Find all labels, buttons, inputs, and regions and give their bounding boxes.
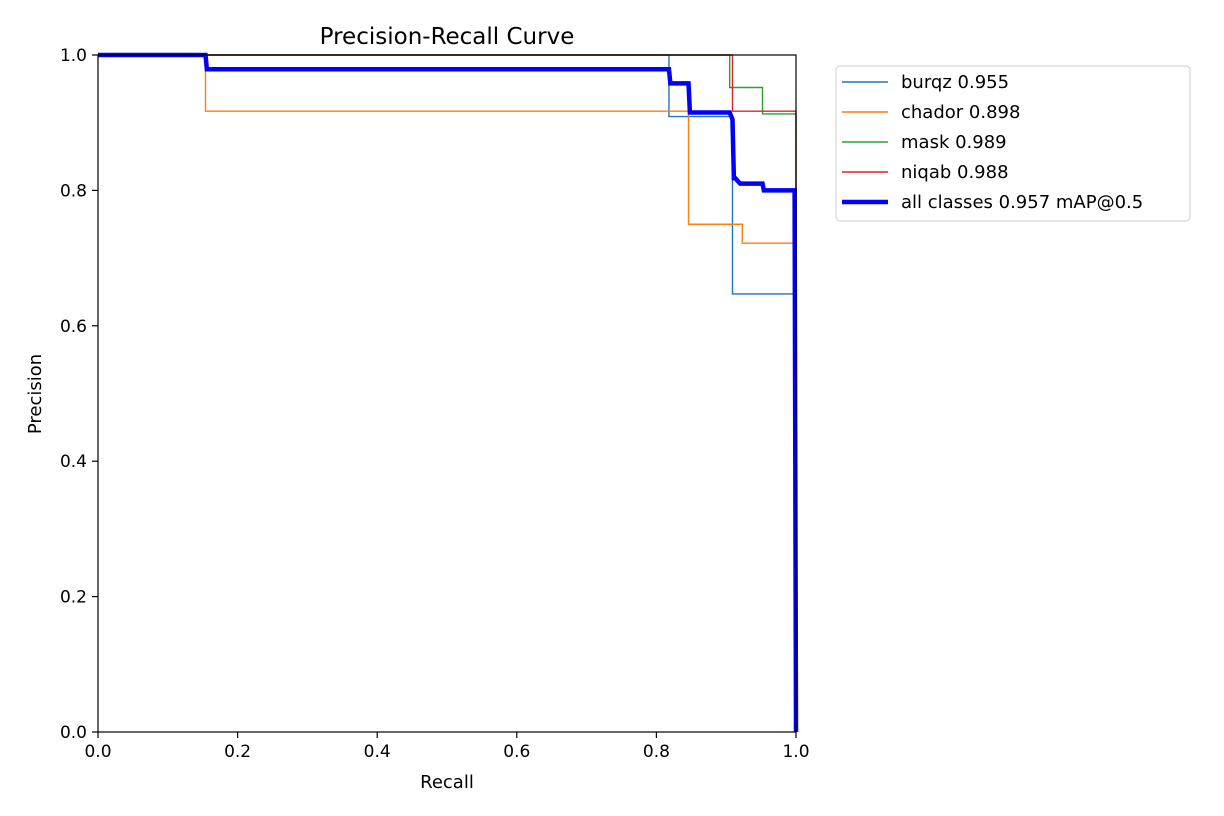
legend-label-2: chador 0.898 [901,102,1020,123]
x-axis-ticks: 0.0 0.2 0.4 0.6 0.8 1.0 [84,732,810,762]
y-tick-label: 0.6 [60,317,87,337]
y-axis-label: Precision [25,354,46,434]
chart-title: Precision-Recall Curve [320,24,575,50]
x-tick-label: 0.0 [84,742,111,762]
series-line-1 [98,54,797,732]
x-tick-label: 0.4 [364,742,391,762]
x-tick-label: 0.2 [224,742,251,762]
y-tick-label: 1.0 [60,46,87,66]
legend: burqz 0.955 chador 0.898 mask 0.989 niqab 0… [835,65,1191,222]
x-tick-label: 0.8 [643,742,670,762]
x-tick-label: 0.6 [503,742,530,762]
series-line-2 [98,54,797,732]
plot-frame [97,54,797,733]
series-layer [98,52,799,733]
legend-frame [835,65,1191,222]
series-line-5 [98,52,799,733]
y-tick-label: 0.0 [60,723,87,743]
legend-label-4: niqab 0.988 [901,162,1009,183]
y-tick-label: 0.4 [60,452,87,472]
series-line-4 [98,54,797,732]
y-tick-label: 0.8 [60,181,87,201]
y-tick-label: 0.2 [60,588,87,608]
legend-label-3: mask 0.989 [901,132,1007,153]
y-axis-ticks: 0.0 0.2 0.4 0.6 0.8 1.0 [60,46,98,743]
x-axis-label: Recall [420,772,474,793]
legend-label-5: all classes 0.957 mAP@0.5 [901,192,1143,213]
series-line-3 [98,54,797,732]
legend-label-1: burqz 0.955 [901,72,1009,93]
x-tick-label: 1.0 [782,742,809,762]
